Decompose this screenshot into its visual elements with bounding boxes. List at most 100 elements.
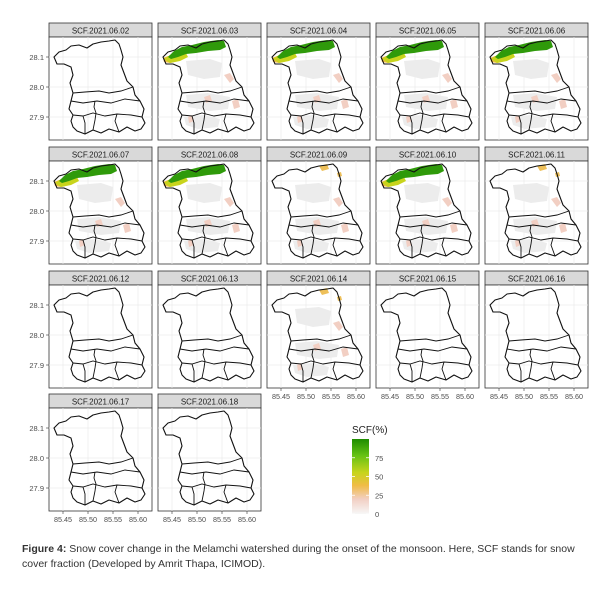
watershed-map [162,39,255,135]
watershed-map [380,39,473,135]
y-tick-label: 28.0 [29,454,44,463]
x-tick-label: 85.60 [456,392,474,401]
watershed-map [489,287,582,383]
facet-panel: SCF.2021.06.07 [48,146,153,265]
x-tick-label: 85.50 [79,515,97,524]
facet-title: SCF.2021.06.14 [290,275,348,284]
facet-title: SCF.2021.06.03 [181,27,239,36]
y-tick-label: 28.0 [29,207,44,216]
watershed-map [162,287,255,383]
y-tick-label: 28.0 [29,331,44,340]
plot-area [157,284,262,389]
facet-title: SCF.2021.06.13 [181,275,239,284]
x-tick-label: 85.60 [565,392,583,401]
facet-panel: SCF.2021.06.09 [266,146,371,265]
legend-tick-label: 25 [375,491,383,500]
y-tick-label: 28.1 [29,177,44,186]
y-tick-label: 28.0 [29,83,44,92]
figure-caption: Figure 4: Snow cover change in the Melam… [22,542,592,572]
facet-title: SCF.2021.06.11 [508,151,565,160]
x-tick-label: 85.60 [238,515,256,524]
x-tick-label: 85.55 [540,392,558,401]
x-tick-label: 85.50 [188,515,206,524]
watershed-map [53,410,146,506]
facet-panel: SCF.2021.06.03 [157,22,262,141]
plot-area [48,407,153,512]
facet-panel: SCF.2021.06.06 [484,22,589,141]
watershed-map [271,287,364,383]
legend-tick-label: 0 [375,510,379,519]
facet-title: SCF.2021.06.10 [399,151,457,160]
scf-legend: SCF(%) 75 50 25 0 [352,425,388,519]
facet-title: SCF.2021.06.18 [181,398,239,407]
facet-panel: SCF.2021.06.05 [375,22,480,141]
x-tick-label: 85.55 [104,515,122,524]
facet-title: SCF.2021.06.02 [72,27,130,36]
watershed-map [380,287,473,383]
watershed-map [53,163,146,259]
plot-area [484,284,589,389]
x-tick-label: 85.45 [54,515,72,524]
facet-title: SCF.2021.06.04 [290,27,348,36]
x-tick-label: 85.45 [163,515,181,524]
facet-title: SCF.2021.06.17 [72,398,130,407]
watershed-map [489,39,582,135]
watershed-map [53,287,146,383]
facet-title: SCF.2021.06.15 [399,275,457,284]
facet-panel: SCF.2021.06.10 [375,146,480,265]
y-tick-label: 27.9 [29,484,44,493]
plot-area [48,36,153,141]
y-tick-label: 28.1 [29,301,44,310]
x-tick-label: 85.50 [297,392,315,401]
caption-label: Figure 4: [22,543,67,555]
y-tick-label: 27.9 [29,113,44,122]
plot-area [375,284,480,389]
x-tick-label: 85.55 [322,392,340,401]
watershed-map [53,39,146,135]
x-tick-label: 85.50 [406,392,424,401]
legend-title: SCF(%) [352,425,388,436]
facet-panel: SCF.2021.06.02 [48,22,153,141]
facet-panel: SCF.2021.06.17 [48,393,153,512]
watershed-map [489,163,582,259]
facet-title: SCF.2021.06.16 [508,275,566,284]
facet-map-figure: SCF.2021.06.02 SCF.2021.06.03 SCF.2021.06.… [29,22,589,524]
x-tick-label: 85.55 [431,392,449,401]
facet-panel: SCF.2021.06.16 [484,270,589,389]
facet-panel: SCF.2021.06.12 [48,270,153,389]
x-tick-label: 85.45 [381,392,399,401]
plot-area [157,407,262,512]
x-tick-label: 85.55 [213,515,231,524]
legend-colorbar [352,439,369,514]
facet-panel: SCF.2021.06.18 [157,393,262,512]
x-tick-label: 85.50 [515,392,533,401]
facet-title: SCF.2021.06.09 [290,151,348,160]
x-tick-label: 85.60 [347,392,365,401]
facet-title: SCF.2021.06.05 [399,27,457,36]
y-tick-label: 28.1 [29,424,44,433]
facet-panel: SCF.2021.06.13 [157,270,262,389]
y-tick-label: 28.1 [29,53,44,62]
watershed-map [271,39,364,135]
facet-panel: SCF.2021.06.11 [484,146,589,265]
x-tick-label: 85.45 [272,392,290,401]
y-tick-label: 27.9 [29,237,44,246]
facet-title: SCF.2021.06.08 [181,151,239,160]
legend-tick-label: 75 [375,454,383,463]
facet-panel: SCF.2021.06.15 [375,270,480,389]
watershed-map [271,163,364,259]
facet-panel: SCF.2021.06.08 [157,146,262,265]
plot-area [48,284,153,389]
facet-title: SCF.2021.06.12 [72,275,130,284]
watershed-map [380,163,473,259]
x-tick-label: 85.45 [490,392,508,401]
watershed-map [162,410,255,506]
y-tick-label: 27.9 [29,361,44,370]
facet-title: SCF.2021.06.07 [72,151,130,160]
facet-panel: SCF.2021.06.14 [266,270,371,389]
caption-text: Snow cover change in the Melamchi waters… [22,543,575,570]
legend-tick-label: 50 [375,473,383,482]
watershed-map [162,163,255,259]
facet-title: SCF.2021.06.06 [508,27,566,36]
facet-panel: SCF.2021.06.04 [266,22,371,141]
